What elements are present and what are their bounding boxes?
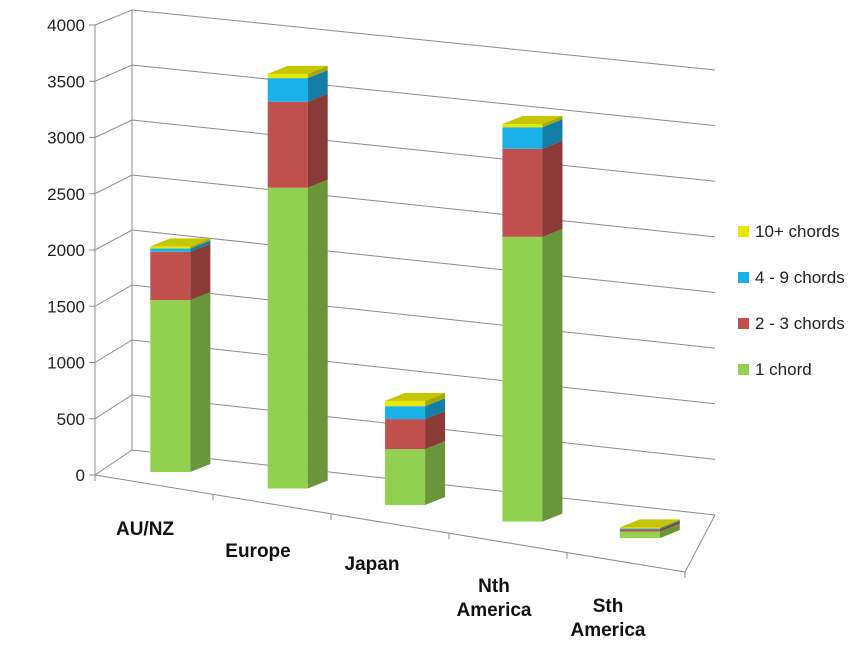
bar-top [385, 392, 446, 401]
bar-segment-side [425, 392, 446, 407]
bar-segment-side [542, 116, 563, 128]
legend: 10+ chords 4 - 9 chords 2 - 3 chords 1 chor… [738, 222, 845, 379]
bar-segment-front [150, 248, 191, 252]
bar-segment-side [425, 398, 446, 420]
bars [150, 65, 680, 539]
bar-segment-side [190, 240, 211, 252]
ytick-label: 0 [76, 466, 85, 485]
bar-segment-front [502, 127, 543, 149]
bar-segment-front [267, 73, 308, 79]
legend-swatch [738, 272, 749, 283]
bar-segment-front [619, 528, 660, 530]
bar-segment-side [659, 521, 680, 532]
gridline-3000 [94, 119, 716, 182]
x-category-label: Nth America [457, 576, 532, 621]
bar-segment-side [659, 519, 680, 529]
bar-segment-side [425, 441, 446, 506]
bar-stack-1 [150, 238, 211, 473]
gridline-4000 [94, 9, 716, 71]
x-category-label: Japan [345, 554, 400, 575]
ytick-label: 1000 [47, 354, 85, 373]
ytick-label: 3000 [47, 129, 85, 148]
bar-segment-side [307, 65, 328, 79]
y-axis: 0 500 1000 1500 2000 2500 3000 3500 4000 [47, 10, 133, 485]
bar-segment-front [267, 101, 308, 188]
bar-segment-side [307, 179, 328, 489]
bar-segment-side [659, 520, 680, 530]
bar-segment-front [150, 246, 191, 249]
x-category-label: Sth America [571, 596, 646, 641]
x-category-label: Europe [225, 541, 290, 562]
ytick-label: 3500 [47, 72, 85, 91]
bar-segment-front [267, 187, 308, 489]
bar-segment-front [502, 236, 543, 522]
bar-segment-front [619, 531, 660, 539]
legend-swatch [738, 364, 749, 375]
bar-top [150, 238, 211, 247]
legend-label: 4 - 9 chords [755, 268, 845, 287]
bar-segment-front [385, 406, 426, 420]
bar-segment-front [150, 300, 191, 473]
bar-segment-front [385, 400, 426, 407]
floor [95, 450, 715, 572]
bar-stack-3 [385, 392, 446, 506]
bar-stack-4 [502, 116, 563, 522]
bar-segment-side [542, 228, 563, 522]
x-axis: AU/NZ Europe Japan Nth America Sth America [94, 474, 716, 641]
bar-segment-side [307, 93, 328, 188]
ytick-label: 2000 [47, 241, 85, 260]
bar-stack-5 [619, 519, 680, 539]
bar-segment-front [619, 529, 660, 532]
bar-top [502, 116, 563, 125]
bar-segment-side [190, 292, 211, 473]
legend-label: 1 chord [755, 360, 812, 379]
bar-segment-front [385, 419, 426, 450]
bar-segment-side [190, 238, 211, 249]
floor-right-edge [684, 514, 716, 573]
bar-segment-side [542, 140, 563, 237]
bar-segment-front [267, 78, 308, 102]
gridline-2500 [94, 174, 716, 238]
legend-label: 10+ chords [755, 222, 840, 241]
legend-swatch [738, 226, 749, 237]
ytick-label: 500 [57, 410, 85, 429]
ytick-label: 4000 [47, 16, 85, 35]
bar-top [619, 519, 680, 528]
bar-stack-2 [267, 65, 328, 489]
bar-segment-front [150, 251, 191, 301]
ytick-label: 2500 [47, 185, 85, 204]
bar-segment-front [385, 449, 426, 506]
ytick-label: 1500 [47, 297, 85, 316]
bar-segment-side [307, 70, 328, 102]
legend-swatch [738, 318, 749, 329]
chart-walls [95, 450, 715, 572]
bar-segment-side [190, 243, 211, 301]
bar-segment-front [502, 148, 543, 237]
legend-label: 2 - 3 chords [755, 314, 845, 333]
bar-segment-side [542, 119, 563, 149]
bar-segment-front [502, 124, 543, 128]
bar-top [267, 65, 328, 74]
bar-segment-side [425, 411, 446, 450]
gridline-3500 [94, 64, 716, 127]
bar-segment-front [619, 527, 660, 529]
x-axis-line [94, 474, 686, 573]
bar-segment-side [659, 523, 680, 539]
x-category-label: AU/NZ [116, 519, 174, 540]
